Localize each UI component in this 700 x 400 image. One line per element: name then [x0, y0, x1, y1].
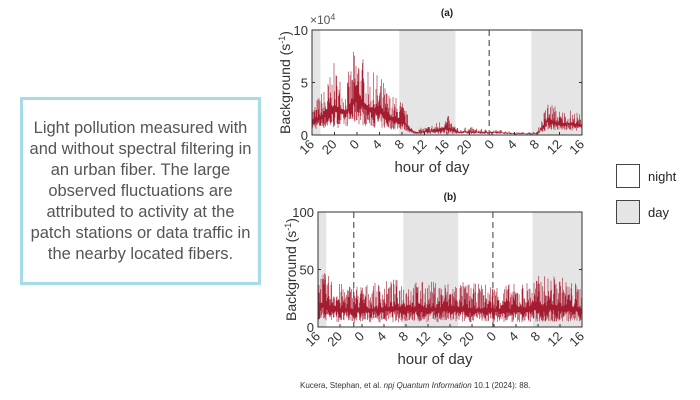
x-tick-label: 0	[481, 137, 497, 153]
caption-text: Light pollution measured with and withou…	[29, 118, 252, 263]
day-shade	[399, 30, 456, 135]
y-tick-label: 10	[294, 23, 308, 38]
legend-swatch-day	[616, 200, 640, 224]
x-tick-label: 16	[431, 137, 452, 158]
x-tick-label: 8	[395, 329, 411, 345]
x-tick-label: 20	[456, 329, 477, 350]
y-axis-label: Background (s-1)	[277, 31, 293, 134]
x-tick-label: 8	[527, 329, 543, 345]
y-tick-label: 0	[307, 320, 314, 335]
x-tick-label: 20	[319, 137, 340, 158]
legend-label: day	[648, 204, 669, 220]
citation-journal: npj Quantum Information	[383, 381, 472, 390]
x-tick-label: 12	[412, 329, 433, 350]
y-tick-label: 0	[301, 128, 308, 143]
x-tick-label: 16	[566, 137, 587, 158]
citation-rest: 10.1 (2024): 88.	[471, 381, 531, 390]
x-tick-label: 20	[324, 329, 345, 350]
x-tick-label: 4	[505, 329, 521, 345]
legend-swatch-night	[616, 164, 640, 188]
x-axis-label: hour of day	[397, 351, 473, 368]
legend-label: night	[648, 168, 677, 184]
x-tick-label: 8	[526, 137, 542, 153]
x-tick-label: 20	[454, 137, 475, 158]
citation: Kucera, Stephan, et al. npj Quantum Info…	[300, 381, 530, 390]
y-axis-label-main: Background (s	[283, 231, 299, 321]
y-multiplier: ×104	[310, 12, 335, 27]
x-tick-label: 12	[409, 137, 430, 158]
day-shade	[312, 30, 321, 135]
legend-night: night	[616, 164, 676, 188]
x-tick-label: 8	[391, 137, 407, 153]
y-axis-label-main: Background (s	[277, 44, 293, 134]
day-shade	[318, 212, 327, 327]
y-axis-label-close: )	[277, 31, 293, 36]
chart-title: (b)	[444, 192, 457, 203]
x-tick-label: 0	[483, 329, 499, 345]
y-axis-label-close: )	[283, 218, 299, 223]
caption-box: Light pollution measured with and withou…	[20, 97, 261, 285]
y-axis-label: Background (s-1)	[283, 218, 299, 321]
x-tick-label: 16	[566, 329, 587, 350]
x-tick-label: 16	[302, 329, 323, 350]
citation-authors: Kucera, Stephan, et al.	[300, 381, 384, 390]
y-tick-label: 50	[300, 263, 314, 278]
y-tick-label: 5	[301, 76, 308, 91]
legend-day: day	[616, 200, 669, 224]
y-multiplier-base: ×10	[310, 13, 331, 27]
chart-title: (a)	[441, 8, 453, 19]
y-tick-label: 100	[292, 205, 314, 220]
x-tick-label: 0	[351, 329, 367, 345]
x-tick-label: 16	[296, 137, 317, 158]
x-tick-label: 4	[373, 329, 389, 345]
x-tick-label: 12	[544, 137, 565, 158]
y-multiplier-exp: 4	[330, 12, 335, 22]
y-axis-label-sup: -1	[277, 36, 287, 44]
x-tick-label: 4	[369, 137, 385, 153]
y-axis-label-sup: -1	[283, 223, 293, 231]
x-tick-label: 4	[504, 137, 520, 153]
x-tick-label: 16	[434, 329, 455, 350]
day-shade	[531, 30, 582, 135]
x-axis-label: hour of day	[394, 159, 470, 176]
x-tick-label: 0	[346, 137, 362, 153]
x-tick-label: 12	[544, 329, 565, 350]
